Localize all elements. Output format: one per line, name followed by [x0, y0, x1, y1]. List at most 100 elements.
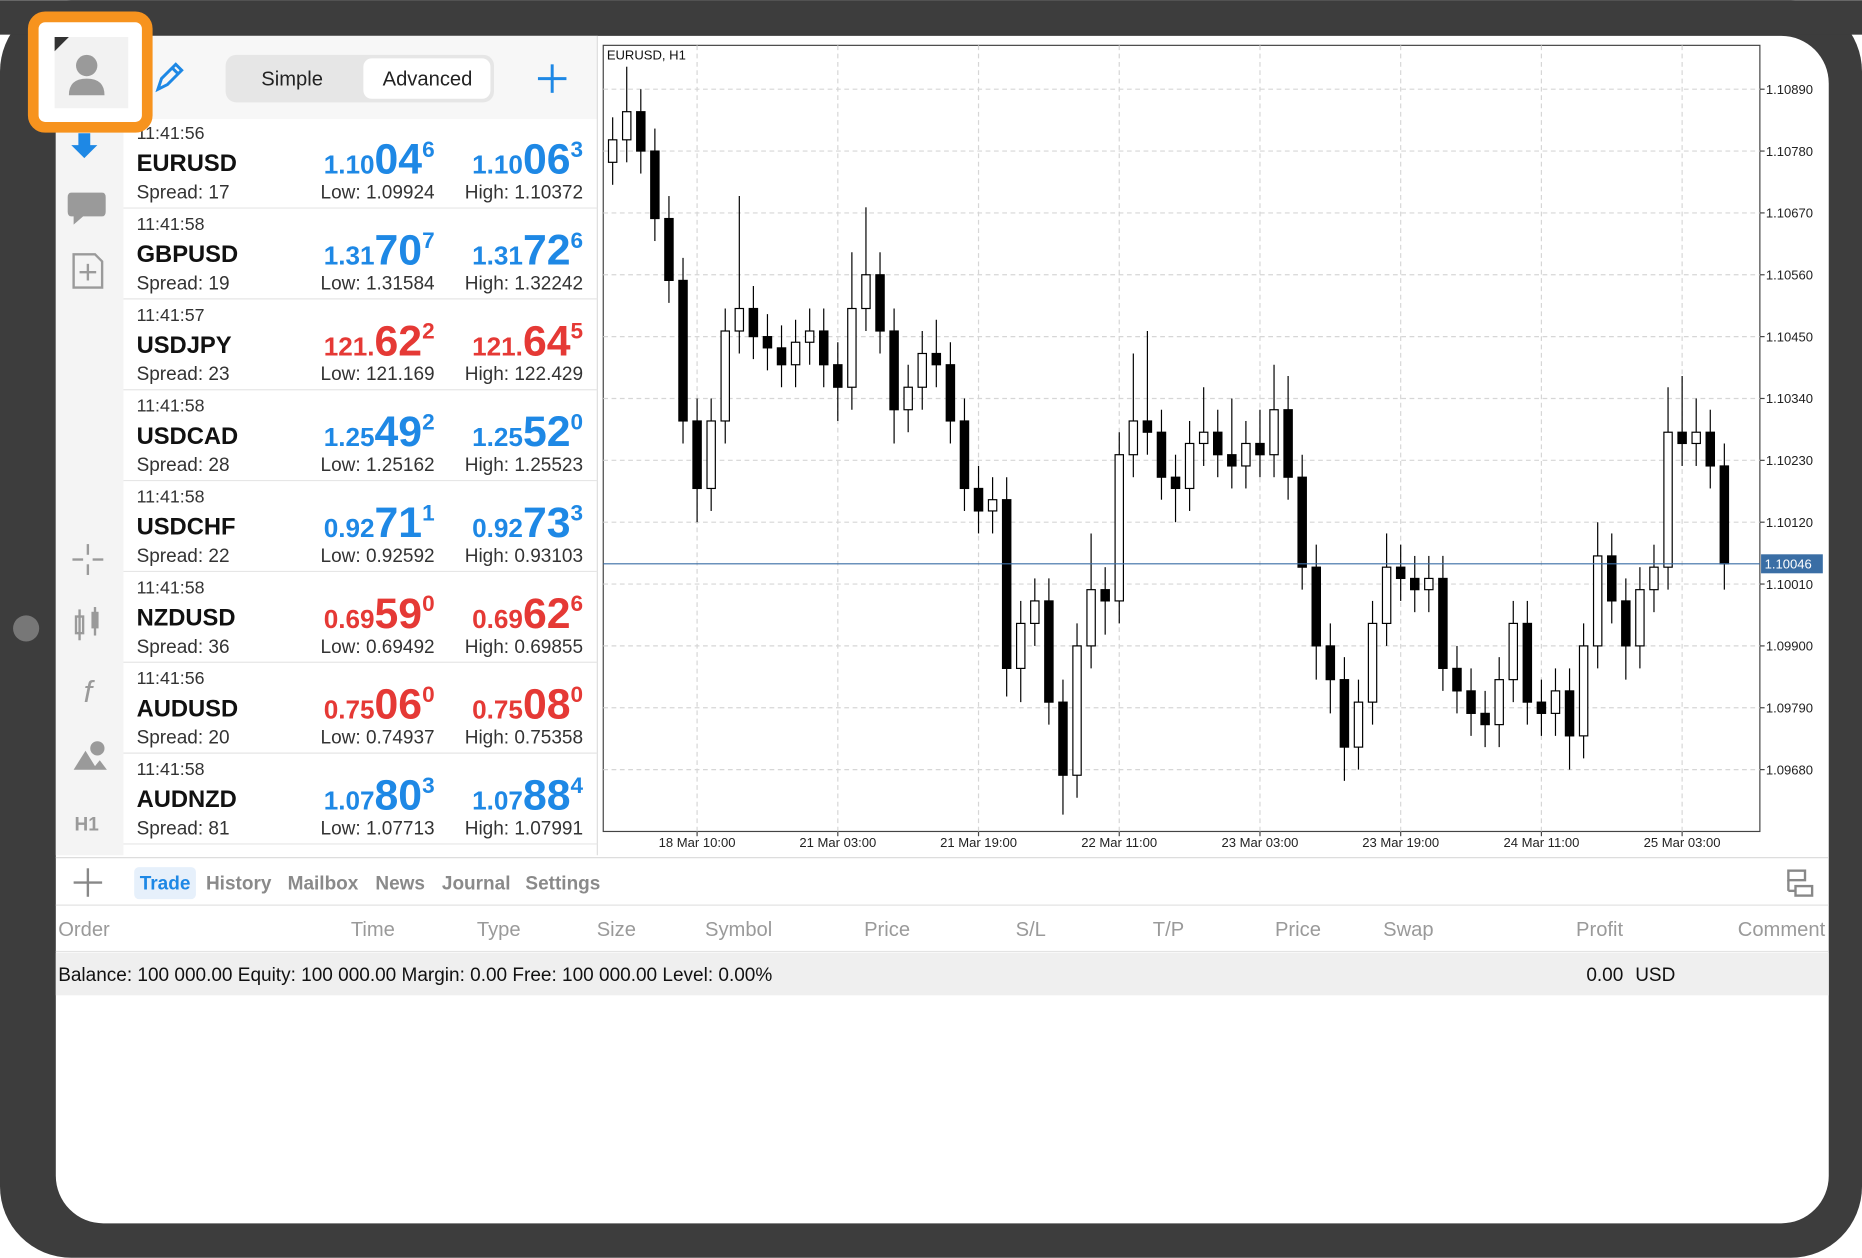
price-pip: 0 [422, 682, 435, 707]
candle [1663, 387, 1673, 590]
candle [636, 89, 646, 174]
candle-body [1550, 690, 1561, 714]
candle-body [650, 150, 660, 220]
price-pip: 3 [571, 137, 584, 162]
candle-body [1255, 442, 1265, 456]
edit-button[interactable] [155, 62, 184, 93]
quote-low: Low: 0.69492 [321, 637, 435, 658]
candle-body [973, 487, 984, 512]
quote-row[interactable]: 11:41:58 GBPUSD Spread: 19 Low: 1.31584 High… [123, 214, 598, 300]
quote-row[interactable]: 11:41:57 USDJPY Spread: 23 Low: 121.169 High… [123, 305, 598, 391]
quote-high: High: 0.93103 [465, 546, 583, 567]
price-prefix: 0.75 [324, 695, 375, 725]
candle-body [1395, 566, 1406, 580]
price-pip: 7 [422, 228, 435, 253]
y-tick-label: 1.10120 [1766, 515, 1813, 530]
price-pip: 5 [571, 319, 584, 344]
quote-symbol: USDCHF [137, 514, 236, 541]
candle [959, 398, 970, 511]
price-big: 73 [523, 499, 571, 547]
price-big: 04 [375, 136, 423, 184]
candle [1001, 477, 1012, 697]
terminal-tab[interactable]: Mailbox [288, 874, 359, 895]
quote-row[interactable]: 11:41:58 USDCAD Spread: 28 Low: 1.25162 High… [123, 396, 598, 482]
terminal-tab[interactable]: Settings [525, 874, 600, 895]
terminal-tab[interactable]: News [375, 874, 425, 895]
timeframe-button[interactable]: H1 [75, 814, 100, 835]
segment-advanced[interactable]: Advanced [383, 69, 473, 91]
quotes-list: 11:41:56 EURUSD Spread: 17 Low: 1.09924 High… [123, 123, 598, 845]
quote-row[interactable]: 11:41:58 USDCHF Spread: 22 Low: 0.92592 High… [123, 487, 598, 572]
objects-icon[interactable] [73, 741, 107, 770]
candle-body [678, 279, 688, 422]
price-prefix: 1.31 [472, 240, 523, 270]
candle-body [1410, 577, 1420, 591]
quote-high: High: 1.32242 [465, 273, 583, 294]
quote-ask: 0.69626 [472, 590, 583, 638]
candle [1705, 409, 1716, 489]
quote-bid: 1.10046 [324, 136, 435, 184]
candle [1466, 668, 1476, 736]
add-symbol-button[interactable] [537, 64, 567, 93]
terminal-tab[interactable]: History [206, 874, 272, 895]
quote-ask: 1.10063 [472, 136, 583, 184]
x-tick-label: 23 Mar 03:00 [1222, 835, 1299, 850]
candle-body [889, 330, 899, 411]
candle [720, 308, 730, 444]
segment-simple[interactable]: Simple [261, 69, 323, 91]
candle-body [959, 420, 970, 490]
quote-row[interactable]: 11:41:56 AUDUSD Spread: 20 Low: 0.74937 High… [123, 668, 598, 754]
candle-body [692, 420, 702, 490]
candle-body [1015, 622, 1026, 669]
quote-row[interactable]: 11:41:56 EURUSD Spread: 17 Low: 1.09924 High… [123, 123, 598, 209]
quote-spread: Spread: 19 [137, 273, 230, 294]
candle [1607, 533, 1617, 624]
download-icon[interactable] [71, 133, 98, 159]
candle [734, 196, 745, 354]
terminal-layout-icon[interactable] [1787, 869, 1814, 897]
balance-row [55, 952, 1829, 996]
candle-body [1424, 577, 1434, 591]
candle-body [1367, 622, 1378, 703]
quote-ask: 1.07884 [472, 772, 583, 820]
candle [1564, 668, 1575, 770]
candle [621, 66, 632, 163]
quote-spread: Spread: 36 [137, 637, 230, 658]
candle [1635, 567, 1645, 669]
price-big: 59 [375, 590, 423, 638]
quote-low: Low: 121.169 [321, 364, 435, 385]
price-prefix: 1.07 [324, 786, 375, 816]
price-prefix: 0.75 [472, 695, 523, 725]
y-tick-label: 1.10010 [1766, 577, 1813, 592]
quote-time: 11:41:58 [137, 487, 205, 507]
column-header: Comment [1738, 919, 1826, 941]
terminal-tab[interactable]: Trade [140, 874, 191, 895]
terminal-add[interactable] [73, 868, 103, 897]
candle [1410, 555, 1420, 613]
terminal-tab[interactable]: Journal [442, 874, 511, 895]
candle-body [734, 307, 745, 332]
candle-body [1241, 442, 1251, 467]
candle [973, 465, 984, 534]
quote-low: Low: 1.31584 [321, 273, 436, 294]
quote-bid: 1.31707 [324, 226, 435, 274]
frame-top [0, 0, 1862, 35]
quote-spread: Spread: 23 [137, 364, 230, 385]
quote-bid: 1.07803 [324, 772, 435, 820]
quote-row[interactable]: 11:41:58 AUDNZD Spread: 81 Low: 1.07713 High… [123, 759, 598, 845]
quote-row[interactable]: 11:41:58 NZDUSD Spread: 36 Low: 0.69492 High… [123, 577, 598, 663]
y-tick-label: 1.10780 [1766, 144, 1813, 159]
candle-body [1494, 679, 1504, 726]
candle [776, 325, 787, 388]
candle [1325, 623, 1336, 714]
profit-total: 0.00 [1586, 965, 1623, 986]
candle-body [1297, 476, 1307, 568]
account-button[interactable] [27, 11, 153, 133]
chart-type-icon[interactable] [74, 607, 99, 641]
candle [1297, 454, 1307, 590]
crosshair-icon[interactable] [72, 544, 104, 575]
new-order-icon[interactable] [72, 253, 104, 289]
chat-icon[interactable] [67, 192, 106, 225]
quote-time: 11:41:58 [137, 214, 205, 234]
